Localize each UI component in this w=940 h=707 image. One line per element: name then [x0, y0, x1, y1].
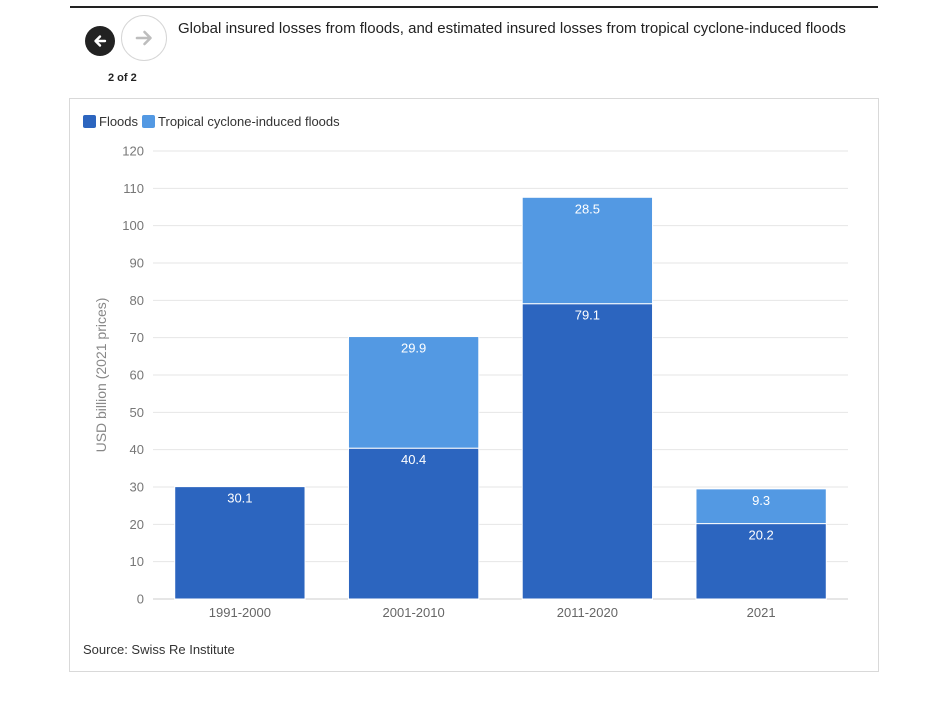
legend-item-tropical[interactable]: Tropical cyclone-induced floods [142, 114, 340, 129]
y-tick-label: 10 [130, 554, 144, 569]
y-tick-label: 70 [130, 330, 144, 345]
data-label: 28.5 [575, 201, 600, 216]
x-tick-label: 2001-2010 [383, 605, 445, 620]
bar-floods [174, 486, 306, 600]
source-note: Source: Swiss Re Institute [83, 642, 235, 657]
legend-item-floods[interactable]: Floods [83, 114, 138, 129]
y-tick-label: 20 [130, 517, 144, 532]
data-label: 29.9 [401, 341, 426, 356]
data-label: 79.1 [575, 308, 600, 323]
legend-label-tropical: Tropical cyclone-induced floods [158, 114, 340, 129]
y-tick-label: 80 [130, 293, 144, 308]
y-tick-label: 0 [137, 592, 144, 607]
bar-floods [695, 523, 827, 600]
x-tick-label: 2011-2020 [557, 605, 618, 620]
bar-tropical [521, 196, 654, 305]
data-label: 20.2 [748, 528, 773, 543]
top-rule [70, 6, 878, 8]
legend-label-floods: Floods [99, 114, 139, 129]
data-label: 9.3 [752, 493, 770, 508]
legend: Floods Tropical cyclone-induced floods [83, 114, 344, 129]
previous-chart-button[interactable] [85, 26, 115, 56]
bar-floods [347, 447, 480, 600]
data-label: 30.1 [227, 491, 252, 506]
data-label: 40.4 [401, 452, 426, 467]
bar-tropical [695, 488, 827, 525]
y-tick-label: 120 [122, 144, 144, 159]
x-tick-label: 1991-2000 [209, 605, 271, 620]
y-tick-label: 60 [130, 368, 144, 383]
legend-swatch-tropical [142, 115, 156, 128]
y-axis-label: USD billion (2021 prices) [93, 298, 109, 453]
y-tick-label: 40 [130, 442, 144, 457]
y-tick-label: 110 [123, 181, 144, 196]
bar-tropical [347, 336, 480, 449]
y-tick-label: 30 [130, 480, 144, 495]
next-chart-button[interactable] [121, 15, 167, 61]
y-tick-label: 100 [122, 218, 144, 233]
chart-title: Global insured losses from floods, and e… [178, 20, 846, 37]
bar-floods [521, 303, 654, 600]
x-tick-label: 2021 [747, 605, 776, 620]
legend-swatch-floods [83, 115, 96, 128]
arrow-right-icon [135, 30, 152, 46]
arrow-left-icon [94, 35, 107, 47]
y-tick-label: 50 [130, 405, 144, 420]
pager-indicator: 2 of 2 [108, 72, 137, 84]
y-tick-label: 90 [130, 256, 144, 271]
